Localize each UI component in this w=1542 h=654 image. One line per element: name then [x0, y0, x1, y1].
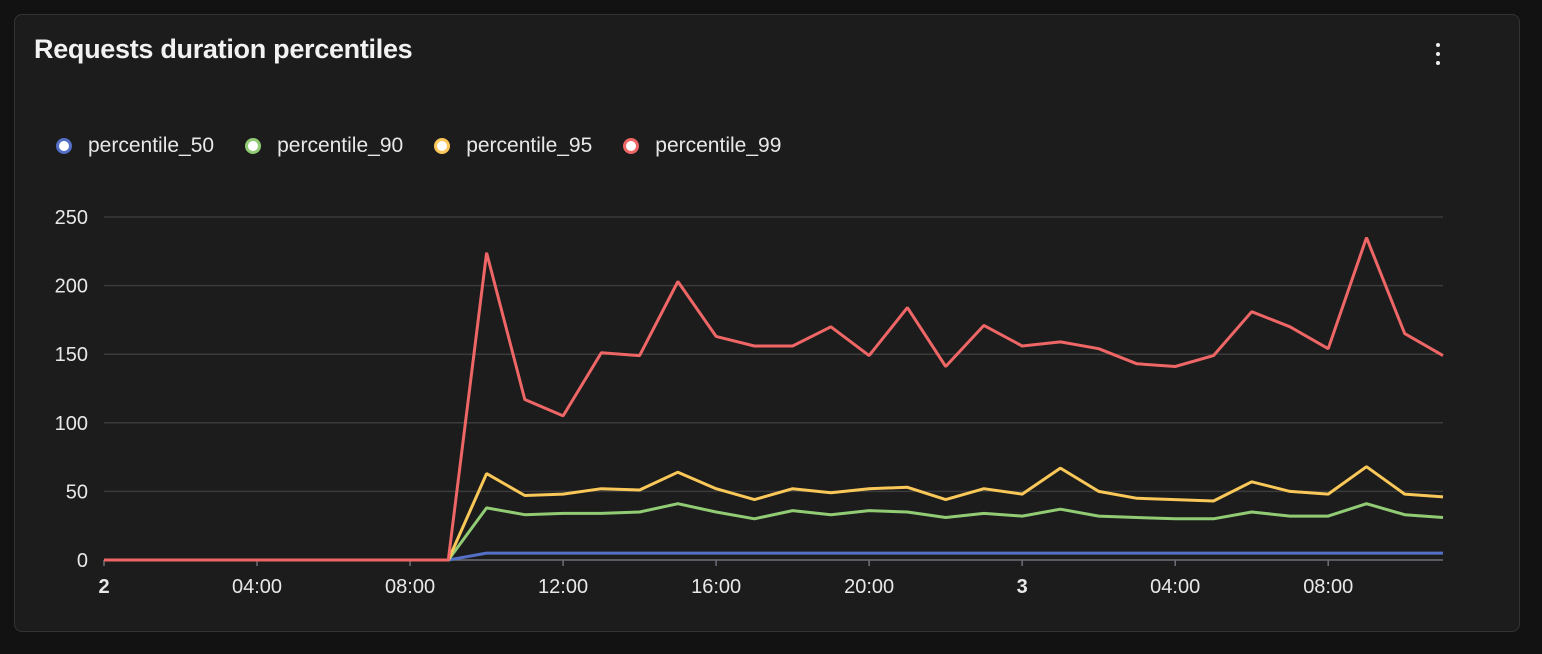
series-line-percentile_90 [104, 502, 1444, 562]
legend-label: percentile_95 [466, 134, 593, 157]
x-tick-label: 2 [98, 576, 109, 598]
kebab-vertical-icon[interactable] [1426, 38, 1450, 70]
legend-marker-icon [56, 138, 72, 154]
panel-title: Requests duration percentiles [34, 34, 413, 64]
x-tick-label: 16:00 [691, 576, 741, 598]
chart-panel [14, 14, 1520, 632]
x-tick-label: 20:00 [844, 576, 894, 598]
legend-item-percentile_95[interactable]: percentile_95 [434, 134, 592, 158]
x-tick-label: 04:00 [232, 576, 282, 598]
y-tick-label: 100 [55, 413, 88, 435]
legend-label: percentile_50 [88, 134, 215, 157]
legend-item-percentile_50[interactable]: percentile_50 [56, 134, 214, 158]
legend-item-percentile_99[interactable]: percentile_99 [623, 134, 781, 158]
x-tick-label: 3 [1017, 576, 1028, 598]
y-tick-label: 0 [77, 550, 88, 572]
legend-marker-icon [623, 138, 640, 154]
legend-label: percentile_99 [655, 134, 782, 157]
y-tick-label: 250 [55, 207, 88, 229]
legend-item-percentile_90[interactable]: percentile_90 [245, 134, 403, 158]
x-tick-label: 04:00 [1150, 576, 1200, 598]
x-tick-label: 12:00 [538, 576, 588, 598]
series-line-percentile_99 [104, 237, 1444, 562]
legend-label: percentile_90 [277, 134, 404, 157]
y-tick-label: 50 [66, 481, 88, 503]
legend-marker-icon [434, 138, 451, 154]
y-tick-label: 150 [55, 344, 88, 366]
y-tick-label: 200 [55, 276, 88, 298]
x-tick-label: 08:00 [1303, 576, 1353, 598]
legend-marker-icon [245, 138, 262, 154]
legend: percentile_50 percentile_90 percentile_95 p… [56, 134, 812, 158]
x-tick-label: 08:00 [385, 576, 435, 598]
